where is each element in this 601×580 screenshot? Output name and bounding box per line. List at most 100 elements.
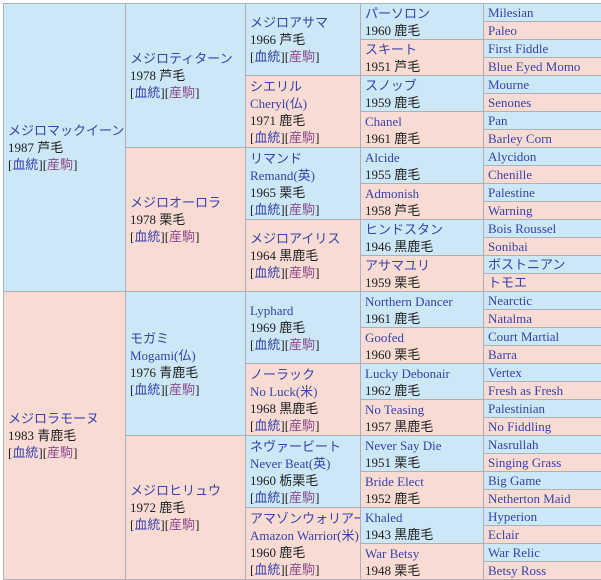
cell-skeet: スキート 1951 芦毛 xyxy=(361,40,484,76)
pedigree-link[interactable]: 血統 xyxy=(254,49,280,64)
horse-link-big-game[interactable]: Big Game xyxy=(488,473,541,488)
horse-link-sonibai[interactable]: Sonibai xyxy=(488,239,528,254)
pedigree-link[interactable]: 血統 xyxy=(134,382,160,397)
pedigree-link[interactable]: 血統 xyxy=(254,562,280,577)
horse-link-lyphard[interactable]: Lyphard xyxy=(250,303,293,318)
horse-link-cheryl-en[interactable]: Cheryl(仏) xyxy=(250,96,307,111)
horse-link-amazon-warrior-en[interactable]: Amazon Warrior(米) xyxy=(250,528,359,543)
offspring-link[interactable]: 産駒 xyxy=(289,490,315,505)
horse-link-mejiro-iris[interactable]: メジロアイリス xyxy=(250,231,340,246)
offspring-link[interactable]: 産駒 xyxy=(47,157,73,172)
offspring-link[interactable]: 産駒 xyxy=(289,265,315,280)
horse-link-nearctic[interactable]: Nearctic xyxy=(488,293,532,308)
horse-link-never-say-die[interactable]: Never Say Die xyxy=(365,438,442,453)
horse-link-skeet[interactable]: スキート xyxy=(365,42,417,57)
horse-link-partholon[interactable]: パーソロン xyxy=(365,6,430,21)
horse-link-barra[interactable]: Barra xyxy=(488,347,517,362)
horse-link-mejiro-asama[interactable]: メジロアサマ xyxy=(250,15,328,30)
pedigree-link[interactable]: 血統 xyxy=(254,202,280,217)
horse-link-mejiro-hiryu[interactable]: メジロヒリュウ xyxy=(130,483,221,498)
horse-link-no-luck-en[interactable]: No Luck(米) xyxy=(250,384,318,399)
horse-link-mejiro-aurora[interactable]: メジロオーロラ xyxy=(130,195,221,210)
horse-link-northern-dancer[interactable]: Northern Dancer xyxy=(365,294,453,309)
horse-link-cheryl[interactable]: シエリル xyxy=(250,79,302,94)
horse-link-mogami[interactable]: モガミ xyxy=(130,331,169,346)
offspring-link[interactable]: 産駒 xyxy=(47,445,73,460)
horse-link-mejiro-ramonu[interactable]: メジロラモーヌ xyxy=(8,411,99,426)
horse-link-betsy-ross[interactable]: Betsy Ross xyxy=(488,563,546,578)
offspring-link[interactable]: 産駒 xyxy=(289,130,315,145)
horse-link-bois-roussel[interactable]: Bois Roussel xyxy=(488,221,556,236)
horse-link-palestine[interactable]: Palestine xyxy=(488,185,535,200)
pedigree-link[interactable]: 血統 xyxy=(254,418,280,433)
pedigree-link[interactable]: 血統 xyxy=(134,85,160,100)
horse-link-eclair[interactable]: Eclair xyxy=(488,527,519,542)
horse-link-first-fiddle[interactable]: First Fiddle xyxy=(488,41,548,56)
horse-link-milesian[interactable]: Milesian xyxy=(488,5,534,20)
horse-link-bostonian[interactable]: ボストニアン xyxy=(488,257,565,272)
horse-link-senones[interactable]: Senones xyxy=(488,95,531,110)
horse-link-never-beat[interactable]: ネヴァービート xyxy=(250,439,341,454)
horse-link-tomoe[interactable]: トモエ xyxy=(488,275,527,290)
horse-link-goofed[interactable]: Goofed xyxy=(365,330,404,345)
horse-link-bride-elect[interactable]: Bride Elect xyxy=(365,474,424,489)
pedigree-link[interactable]: 血統 xyxy=(12,445,38,460)
horse-link-remand[interactable]: リマンド xyxy=(250,151,302,166)
name-line: リマンド xyxy=(250,150,358,167)
horse-link-warning[interactable]: Warning xyxy=(488,203,532,218)
horse-link-fresh-as-fresh[interactable]: Fresh as Fresh xyxy=(488,383,563,398)
pedigree-link[interactable]: 血統 xyxy=(12,157,38,172)
horse-link-admonish[interactable]: Admonish xyxy=(365,186,419,201)
horse-link-court-martial[interactable]: Court Martial xyxy=(488,329,559,344)
horse-link-vertex[interactable]: Vertex xyxy=(488,365,522,380)
horse-link-netherton-maid[interactable]: Netherton Maid xyxy=(488,491,571,506)
offspring-link[interactable]: 産駒 xyxy=(289,562,315,577)
pedigree-link[interactable]: 血統 xyxy=(134,517,160,532)
horse-link-war-relic[interactable]: War Relic xyxy=(488,545,540,560)
offspring-link[interactable]: 産駒 xyxy=(289,418,315,433)
offspring-link[interactable]: 産駒 xyxy=(289,202,315,217)
horse-link-lucky-debonair[interactable]: Lucky Debonair xyxy=(365,366,450,381)
horse-link-amazon-warrior[interactable]: アマゾンウォリアー xyxy=(250,511,361,526)
horse-link-singing-grass[interactable]: Singing Grass xyxy=(488,455,561,470)
horse-link-khaled[interactable]: Khaled xyxy=(365,510,403,525)
horse-link-mejiro-titan[interactable]: メジロティターン xyxy=(130,51,233,66)
offspring-link[interactable]: 産駒 xyxy=(169,85,195,100)
horse-link-mourne[interactable]: Mourne xyxy=(488,77,529,92)
horse-link-snob[interactable]: スノッブ xyxy=(365,78,417,93)
horse-link-mogami-en[interactable]: Mogami(仏) xyxy=(130,348,196,363)
pedigree-link[interactable]: 血統 xyxy=(134,229,160,244)
bracket-icon: ] xyxy=(315,130,319,145)
horse-link-asamayuri[interactable]: アサマユリ xyxy=(365,258,430,273)
horse-link-chanel[interactable]: Chanel xyxy=(365,114,402,129)
offspring-link[interactable]: 産駒 xyxy=(169,382,195,397)
horse-link-pan[interactable]: Pan xyxy=(488,113,508,128)
horse-link-chenille[interactable]: Chenille xyxy=(488,167,532,182)
offspring-link[interactable]: 産駒 xyxy=(169,517,195,532)
horse-link-barley-corn[interactable]: Barley Corn xyxy=(488,131,552,146)
horse-link-remand-en[interactable]: Remand(英) xyxy=(250,168,315,183)
offspring-link[interactable]: 産駒 xyxy=(169,229,195,244)
pedigree-link[interactable]: 血統 xyxy=(254,490,280,505)
horse-link-natalma[interactable]: Natalma xyxy=(488,311,532,326)
horse-link-nasrullah[interactable]: Nasrullah xyxy=(488,437,539,452)
horse-link-blue-eyed-momo[interactable]: Blue Eyed Momo xyxy=(488,59,580,74)
horse-link-alcide[interactable]: Alcide xyxy=(365,150,400,165)
horse-link-palestinian[interactable]: Palestinian xyxy=(488,401,545,416)
horse-link-alycidon[interactable]: Alycidon xyxy=(488,149,536,164)
horse-link-no-luck[interactable]: ノーラック xyxy=(250,367,315,382)
offspring-link[interactable]: 産駒 xyxy=(289,337,315,352)
offspring-link[interactable]: 産駒 xyxy=(289,49,315,64)
horse-link-no-fiddling[interactable]: No Fiddling xyxy=(488,419,551,434)
horse-link-hyperion[interactable]: Hyperion xyxy=(488,509,537,524)
horse-link-paleo[interactable]: Paleo xyxy=(488,23,517,38)
horse-link-mejiro-mcqueen[interactable]: メジロマックイーン xyxy=(8,123,124,138)
horse-link-no-teasing[interactable]: No Teasing xyxy=(365,402,424,417)
horse-link-war-betsy[interactable]: War Betsy xyxy=(365,546,419,561)
pedigree-link[interactable]: 血統 xyxy=(254,265,280,280)
horse-link-never-beat-en[interactable]: Never Beat(英) xyxy=(250,456,331,471)
pedigree-link[interactable]: 血統 xyxy=(254,337,280,352)
cell-singing-grass: Singing Grass xyxy=(484,454,601,472)
horse-link-hindostan[interactable]: ヒンドスタン xyxy=(365,222,443,237)
pedigree-link[interactable]: 血統 xyxy=(254,130,280,145)
